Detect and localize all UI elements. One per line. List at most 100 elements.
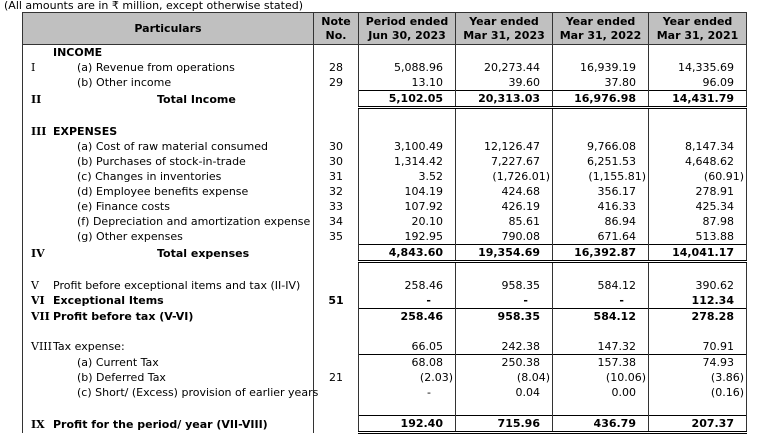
row-label: (a) Current Tax xyxy=(77,355,159,369)
row-particulars: (b) Other income xyxy=(22,75,314,91)
value-col-1 xyxy=(455,124,553,139)
value-col-3: 112.34 xyxy=(648,293,747,309)
value-col-1: 424.68 xyxy=(455,184,553,199)
value-col-2: 671.64 xyxy=(552,229,649,245)
value-col-2: 16,939.19 xyxy=(552,60,649,75)
table-row: (a) Cost of raw material consumed 30 3,100… xyxy=(22,139,747,154)
value-col-3 xyxy=(648,261,747,278)
table-row: IX Profit for the period/ year (VII-VIII)… xyxy=(22,415,747,434)
row-note xyxy=(313,324,359,339)
table-row xyxy=(22,400,747,416)
table-row: (a) Current Tax 68.08 250.38 157.38 74.93 xyxy=(22,354,747,370)
table-row: (b) Purchases of stock-in-trade 30 1,314.4… xyxy=(22,154,747,169)
row-label: (a) Cost of raw material consumed xyxy=(77,140,268,153)
row-note xyxy=(313,44,359,60)
row-particulars: (g) Other expenses xyxy=(22,229,314,245)
table-row: (f) Depreciation and amortization expens… xyxy=(22,214,747,229)
value-col-0: 66.05 xyxy=(358,339,456,355)
row-particulars: V Profit before exceptional items and tax… xyxy=(22,278,314,293)
table-row: IV Total expenses 4,843.60 19,354.69 16,392.… xyxy=(22,244,747,263)
value-col-3: (60.91) xyxy=(648,169,747,184)
row-note xyxy=(313,415,359,433)
row-note xyxy=(313,400,359,416)
value-col-2: 9,766.08 xyxy=(552,139,649,154)
value-col-0: 5,102.05 xyxy=(358,90,456,109)
roman-numeral: IV xyxy=(31,246,45,260)
row-label: Exceptional Items xyxy=(53,294,164,308)
value-col-3: 8,147.34 xyxy=(648,139,747,154)
row-particulars xyxy=(22,324,314,339)
value-col-3: 14,041.17 xyxy=(648,244,747,263)
table-row: (g) Other expenses 35 192.95 790.08 671.64 51… xyxy=(22,229,747,245)
row-note xyxy=(313,308,359,324)
row-note: 29 xyxy=(313,75,359,91)
value-col-3: 4,648.62 xyxy=(648,154,747,169)
value-col-1 xyxy=(455,44,553,60)
row-particulars xyxy=(22,261,314,278)
value-col-2: 86.94 xyxy=(552,214,649,229)
row-particulars: III EXPENSES xyxy=(22,124,314,139)
row-note xyxy=(313,261,359,278)
value-col-3: 513.88 xyxy=(648,229,747,245)
value-col-2: 436.79 xyxy=(552,415,649,434)
value-col-1: 242.38 xyxy=(455,339,553,355)
row-note: 35 xyxy=(313,229,359,245)
row-label: (b) Purchases of stock-in-trade xyxy=(77,155,246,168)
roman-numeral: III xyxy=(31,125,47,138)
value-col-1: 12,126.47 xyxy=(455,139,553,154)
value-col-0: - xyxy=(358,293,456,309)
table-row: VIIITax expense: 66.05 242.38 147.32 70.91 xyxy=(22,339,747,355)
value-col-2: 157.38 xyxy=(552,354,649,370)
row-particulars: (b) Deferred Tax xyxy=(22,370,314,385)
value-col-0: 3.52 xyxy=(358,169,456,184)
row-note xyxy=(313,107,359,124)
value-col-0: 104.19 xyxy=(358,184,456,199)
value-col-2: (1,155.81) xyxy=(552,169,649,184)
row-label: (g) Other expenses xyxy=(77,230,183,244)
value-col-2 xyxy=(552,107,649,124)
value-col-0 xyxy=(358,124,456,139)
value-col-3: (3.86) xyxy=(648,370,747,385)
value-col-0 xyxy=(358,261,456,278)
roman-numeral: IX xyxy=(31,417,45,431)
value-col-0: 20.10 xyxy=(358,214,456,229)
value-col-3 xyxy=(648,324,747,339)
value-col-0 xyxy=(358,44,456,60)
value-col-1 xyxy=(455,261,553,278)
row-particulars: (d) Employee benefits expense xyxy=(22,184,314,199)
row-note: 32 xyxy=(313,184,359,199)
roman-numeral: V xyxy=(31,279,39,292)
table-row: VI Exceptional Items 51- - -112.34 xyxy=(22,293,747,309)
header-col-1: Year ended Mar 31, 2023 xyxy=(455,12,553,45)
row-label: INCOME xyxy=(53,46,103,59)
value-col-0: 258.46 xyxy=(358,308,456,324)
table-row xyxy=(22,261,747,278)
value-col-0: 107.92 xyxy=(358,199,456,214)
value-col-0: 4,843.60 xyxy=(358,244,456,263)
value-col-1 xyxy=(455,107,553,124)
table-row: V Profit before exceptional items and tax… xyxy=(22,278,747,293)
row-particulars: II Total Income xyxy=(22,90,314,108)
value-col-3 xyxy=(648,107,747,124)
value-col-0: 68.08 xyxy=(358,354,456,370)
row-note xyxy=(313,339,359,355)
table-row: INCOME xyxy=(22,44,747,60)
value-col-1: 426.19 xyxy=(455,199,553,214)
value-col-1: 0.04 xyxy=(455,385,553,400)
row-particulars: VI Exceptional Items xyxy=(22,293,314,309)
value-col-2 xyxy=(552,261,649,278)
table-header: Particulars Note No. Period ended Jun 30… xyxy=(22,12,747,45)
value-col-2: 584.12 xyxy=(552,278,649,293)
value-col-2: 416.33 xyxy=(552,199,649,214)
row-particulars: (a) Cost of raw material consumed xyxy=(22,139,314,154)
value-col-0: 192.95 xyxy=(358,229,456,245)
row-note: 28 xyxy=(313,60,359,75)
table-row: I (a) Revenue from operations 28 5,088.96 20… xyxy=(22,60,747,75)
table-row: II Total Income 5,102.05 20,313.03 16,976.98… xyxy=(22,90,747,109)
row-note: 30 xyxy=(313,154,359,169)
header-note: Note No. xyxy=(313,12,359,45)
row-note xyxy=(313,385,359,400)
value-col-0: 192.40 xyxy=(358,415,456,434)
value-col-0 xyxy=(358,400,456,416)
value-col-0: 258.46 xyxy=(358,278,456,293)
